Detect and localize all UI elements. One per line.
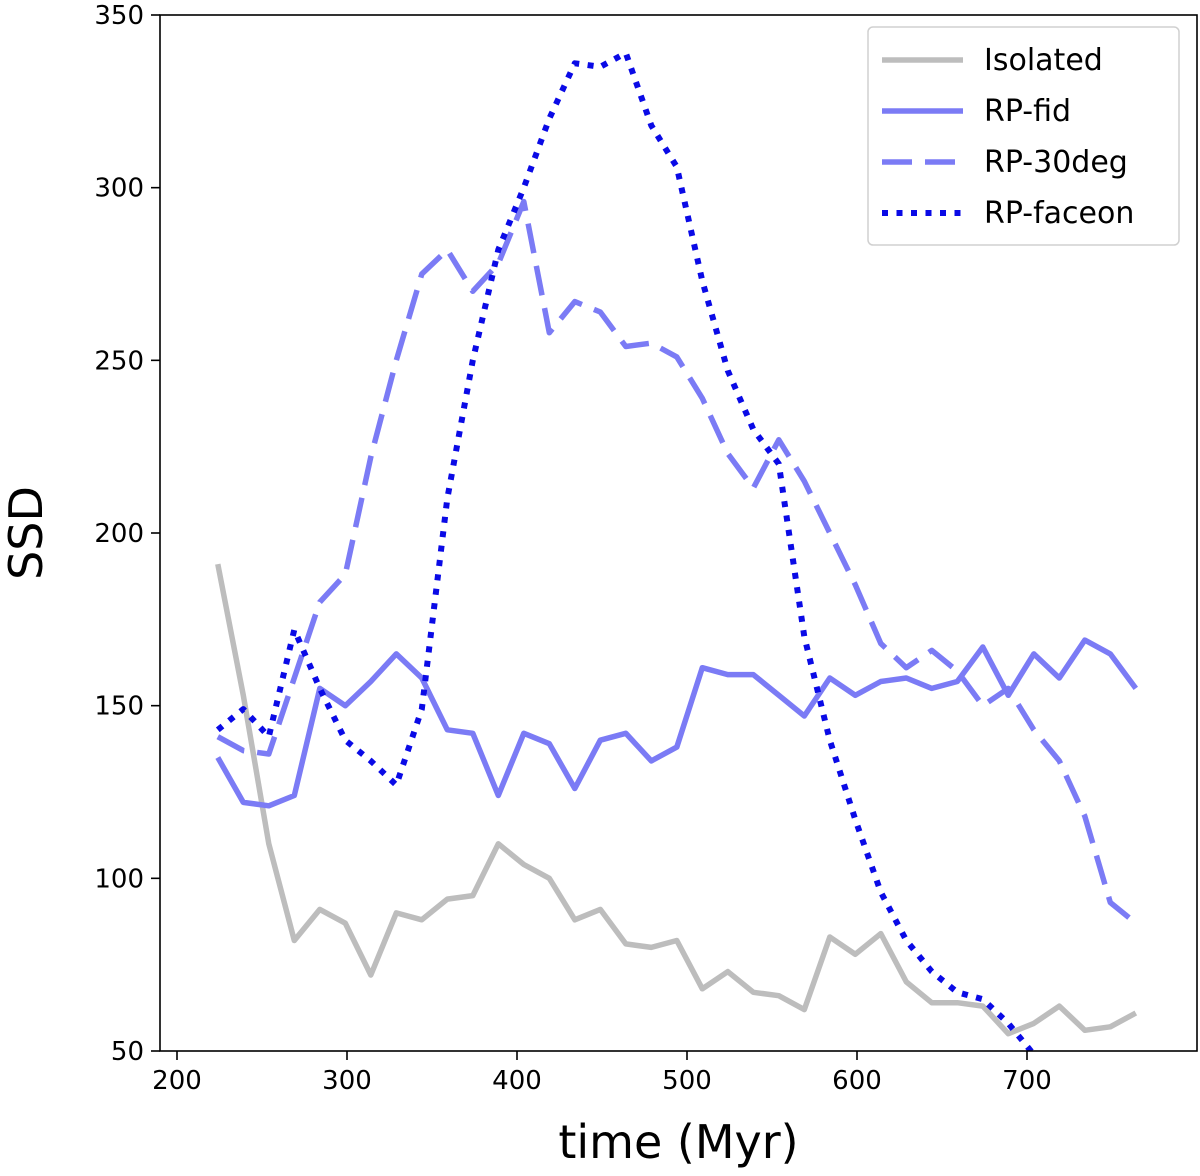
- x-tick-label: 700: [1002, 1066, 1052, 1096]
- x-axis-title: time (Myr): [558, 1115, 798, 1169]
- legend-label: RP-30deg: [984, 145, 1128, 180]
- y-axis-title: SSD: [0, 486, 53, 580]
- series-line-rp-30deg: [216, 198, 1138, 926]
- x-tick-label: 600: [832, 1066, 882, 1096]
- x-tick-label: 200: [152, 1066, 202, 1096]
- legend: Isolated RP-fid RP-30deg RP-faceon: [867, 26, 1180, 246]
- y-tick-label: 250: [94, 346, 144, 376]
- x-tick-label: 300: [322, 1066, 372, 1096]
- y-tick-label: 150: [94, 692, 144, 722]
- legend-label: RP-fid: [984, 94, 1071, 129]
- series-line-rp-fid: [215, 637, 1139, 809]
- series-line-rp-faceon: [215, 50, 1035, 1051]
- x-tick-label: 400: [492, 1066, 542, 1096]
- y-tick-label: 200: [94, 519, 144, 549]
- y-tick-label: 100: [94, 864, 144, 894]
- y-tick-label: 300: [94, 174, 144, 204]
- y-tick-label: 350: [94, 1, 144, 31]
- legend-box: [867, 26, 1180, 246]
- ticks-layer: 200 300 400 500 600 700 50 100 150 200 250 300 350: [94, 1, 1051, 1096]
- x-tick-label: 500: [662, 1066, 712, 1096]
- series-layer: [215, 50, 1139, 1051]
- y-tick-label: 50: [111, 1037, 144, 1067]
- legend-label: Isolated: [984, 43, 1103, 78]
- legend-label: RP-faceon: [984, 196, 1134, 231]
- series-line-isolated: [215, 563, 1138, 1037]
